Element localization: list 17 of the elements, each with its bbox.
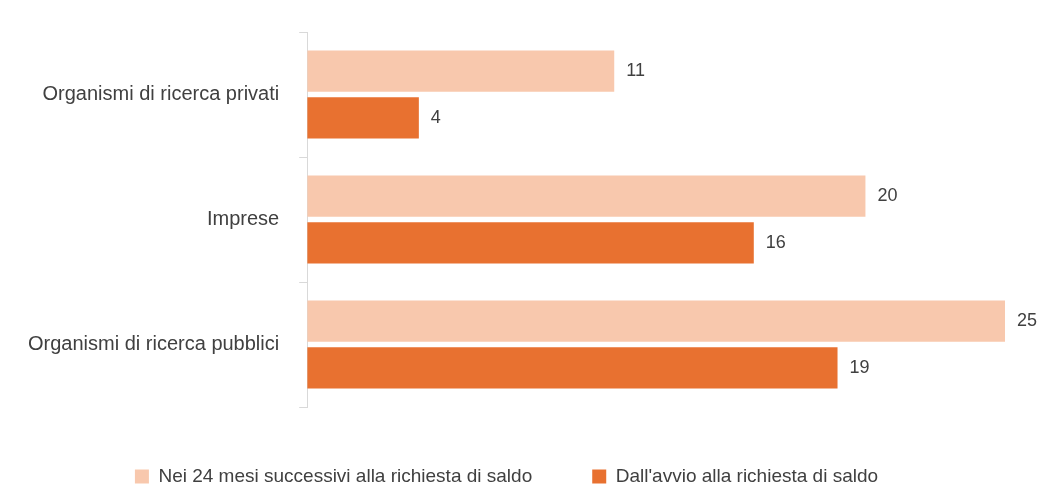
y-tick-label: Organismi di ricerca pubblici [28, 332, 280, 355]
legend-label: Nei 24 mesi successivi alla richiesta di saldo [158, 464, 533, 486]
bar [307, 347, 838, 389]
bar [307, 300, 1005, 342]
bar [307, 175, 866, 217]
bar [307, 222, 754, 264]
legend-label: Dall'avvio alla richiesta di saldo [615, 464, 879, 486]
y-tick-label: Imprese [206, 207, 280, 230]
data-label: 4 [430, 106, 441, 127]
y-tick-label: Organismi di ricerca privati [42, 82, 280, 105]
data-label: 16 [765, 231, 786, 252]
data-label: 11 [626, 60, 645, 81]
data-label: 20 [877, 185, 898, 206]
bar [307, 50, 615, 92]
bar [307, 97, 419, 139]
data-label: 19 [849, 356, 870, 377]
data-label: 25 [1017, 310, 1038, 331]
